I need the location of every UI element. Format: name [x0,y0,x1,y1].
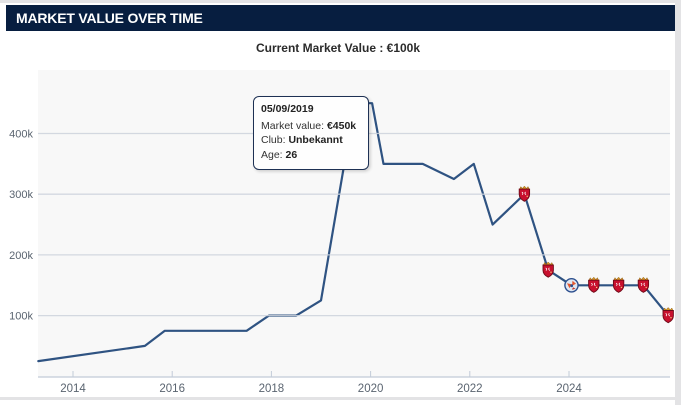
crest-dot [620,286,623,289]
page-title: MARKET VALUE OVER TIME [16,10,203,26]
section-header: MARKET VALUE OVER TIME [6,5,675,31]
x-axis-label: 2022 [457,383,483,395]
crest-dot [595,286,598,289]
crest-dot [645,286,647,289]
card-bottom-border [0,397,681,400]
x-axis-label: 2016 [159,383,185,395]
club-crest-shield-icon[interactable] [588,276,600,293]
crest-crown [543,261,554,266]
club-crest-shield-icon[interactable] [637,276,650,293]
crest-crown [663,307,674,311]
crest-emblem [615,282,621,287]
crest-emblem [545,267,551,271]
tooltip-age-row: Age: 26 [261,149,298,162]
club-crest-shield-icon[interactable] [612,276,625,293]
crest-dot [670,317,672,319]
tooltip-date: 05/09/2019 [261,103,314,115]
crest-dot [526,195,528,197]
club-crest-shield-icon[interactable] [542,261,554,278]
y-axis-label: 400k [9,129,33,141]
club-crest-ball-icon[interactable] [564,277,579,293]
x-axis-label: 2014 [60,383,86,395]
ball-wedge [572,280,576,286]
y-axis-label: 100k [9,311,33,323]
crest-emblem [640,282,646,287]
crest-crown [519,185,530,190]
ball-center [570,284,574,288]
tooltip-market-value-row: Market value: €450k [261,119,357,132]
y-axis-label: 300k [9,189,33,201]
crest-crown [588,276,599,281]
card-right-border [675,0,681,405]
card-top-border [0,0,681,3]
ball-wedge [567,283,572,289]
x-axis-label: 2020 [358,383,384,395]
crest-emblem [665,312,671,317]
crest-crown [638,276,649,281]
ball-wedge [572,287,576,290]
x-axis-label: 2024 [556,383,582,395]
crest-crown [613,276,624,281]
market-value-line[interactable] [37,102,670,363]
crest-emblem [591,282,596,287]
crest-dot [550,271,552,273]
current-market-value-label: Current Market Value : €100k [255,41,421,55]
tooltip-club-row: Club: Unbekannt [261,134,343,147]
y-axis-label: 200k [9,250,33,262]
crest-emblem [521,191,527,196]
x-axis-label: 2018 [259,383,285,395]
chart-tooltip: 05/09/2019 Market value: €450k Club: Unb… [253,96,369,170]
club-crest-shield-icon[interactable] [518,185,531,202]
club-crest-shield-icon[interactable] [662,307,674,324]
